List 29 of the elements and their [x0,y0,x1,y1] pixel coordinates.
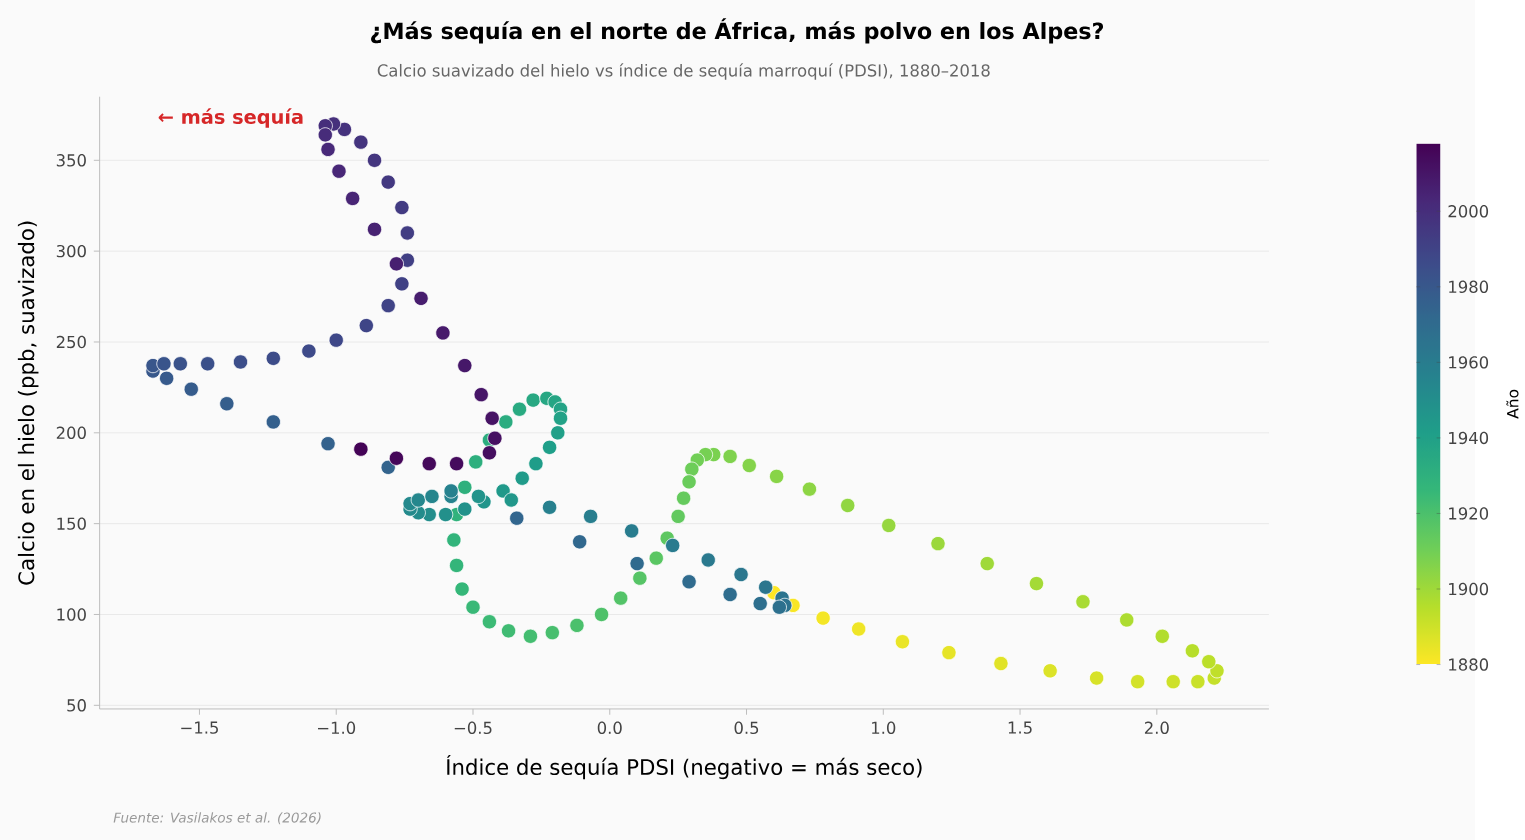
y-tick-label: 200 [56,426,86,439]
color-bar-label: 1940 [1449,431,1489,444]
x-tick-label: 1.5 [1008,721,1032,734]
x-tick-label: 0.0 [597,721,622,734]
y-axis-title: Calcio en el hielo (ppb, suavizado) [17,221,39,585]
y-tick-label: 250 [56,335,86,348]
y-tick-label: 50 [67,698,86,712]
color-bar-label: 1920 [1449,507,1489,520]
color-bar-label: 1880 [1449,658,1489,671]
x-axis-title: Índice de sequía PDSI (negativo = más seco) [446,754,922,779]
x-tick-label: 1.0 [872,721,896,734]
y-tick-label: 350 [56,153,86,167]
x-tick-label: −1.0 [318,721,356,734]
y-tick-label: 300 [56,244,86,258]
color-bar-label: 1960 [1449,355,1489,369]
x-tick-label: 2.0 [1144,721,1169,734]
x-tick-label: −0.5 [454,721,492,734]
color-bar-label: 2000 [1448,204,1489,218]
annotation: ← más sequía [158,108,303,128]
color-bar-label: 1900 [1449,582,1489,596]
x-tick-label: −1.5 [181,721,218,734]
chart-subtitle: Calcio suavizado del hielo vs índice de sequía marroquí (PDSI), 1880–2018 [377,63,990,80]
color-bar-label: 1980 [1449,280,1489,293]
source-note: Fuente: Vasilakos et al. (2026) [113,811,321,825]
chart-title: ¿Más sequía en el norte de África, más polvo en los Alpes? [371,18,1104,44]
y-tick-label: 100 [57,608,86,621]
x-tick-label: 0.5 [734,721,759,734]
color-bar-title: Año [1506,389,1519,419]
y-tick-label: 150 [57,517,86,530]
